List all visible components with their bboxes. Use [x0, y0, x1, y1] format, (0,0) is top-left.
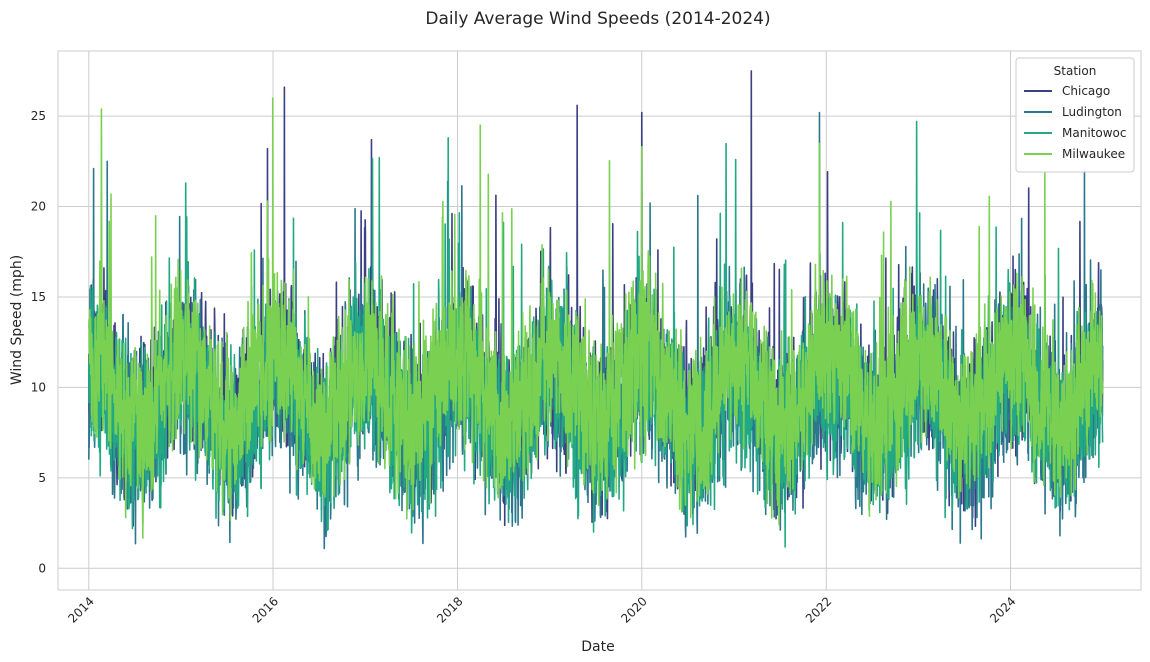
- legend-entry: Ludington: [1062, 105, 1122, 119]
- series-line-milwaukee: [87, 97, 1104, 539]
- x-axis-title: Date: [581, 639, 614, 655]
- legend: Station Chicago Ludington Manitowoc Milwauke…: [1015, 57, 1135, 173]
- plot-frame: [57, 50, 1142, 591]
- y-tick-label: 10: [31, 380, 46, 394]
- y-tick-label: 0: [38, 561, 46, 575]
- y-tick-label: 15: [31, 290, 46, 304]
- legend-entry: Milwaukee: [1062, 147, 1125, 161]
- y-tick-label: 20: [31, 200, 46, 214]
- legend-entry: Chicago: [1062, 84, 1110, 98]
- legend-entry: Manitowoc: [1062, 126, 1126, 140]
- y-axis-title: Wind Speed (mph): [9, 255, 25, 385]
- series-lines: [87, 70, 1104, 550]
- legend-title: Station: [1054, 64, 1097, 78]
- y-tick-label: 25: [31, 109, 46, 123]
- y-tick-label: 5: [38, 471, 46, 485]
- chart-title: Daily Average Wind Speeds (2014-2024): [425, 9, 770, 29]
- legend-box: [1015, 57, 1135, 173]
